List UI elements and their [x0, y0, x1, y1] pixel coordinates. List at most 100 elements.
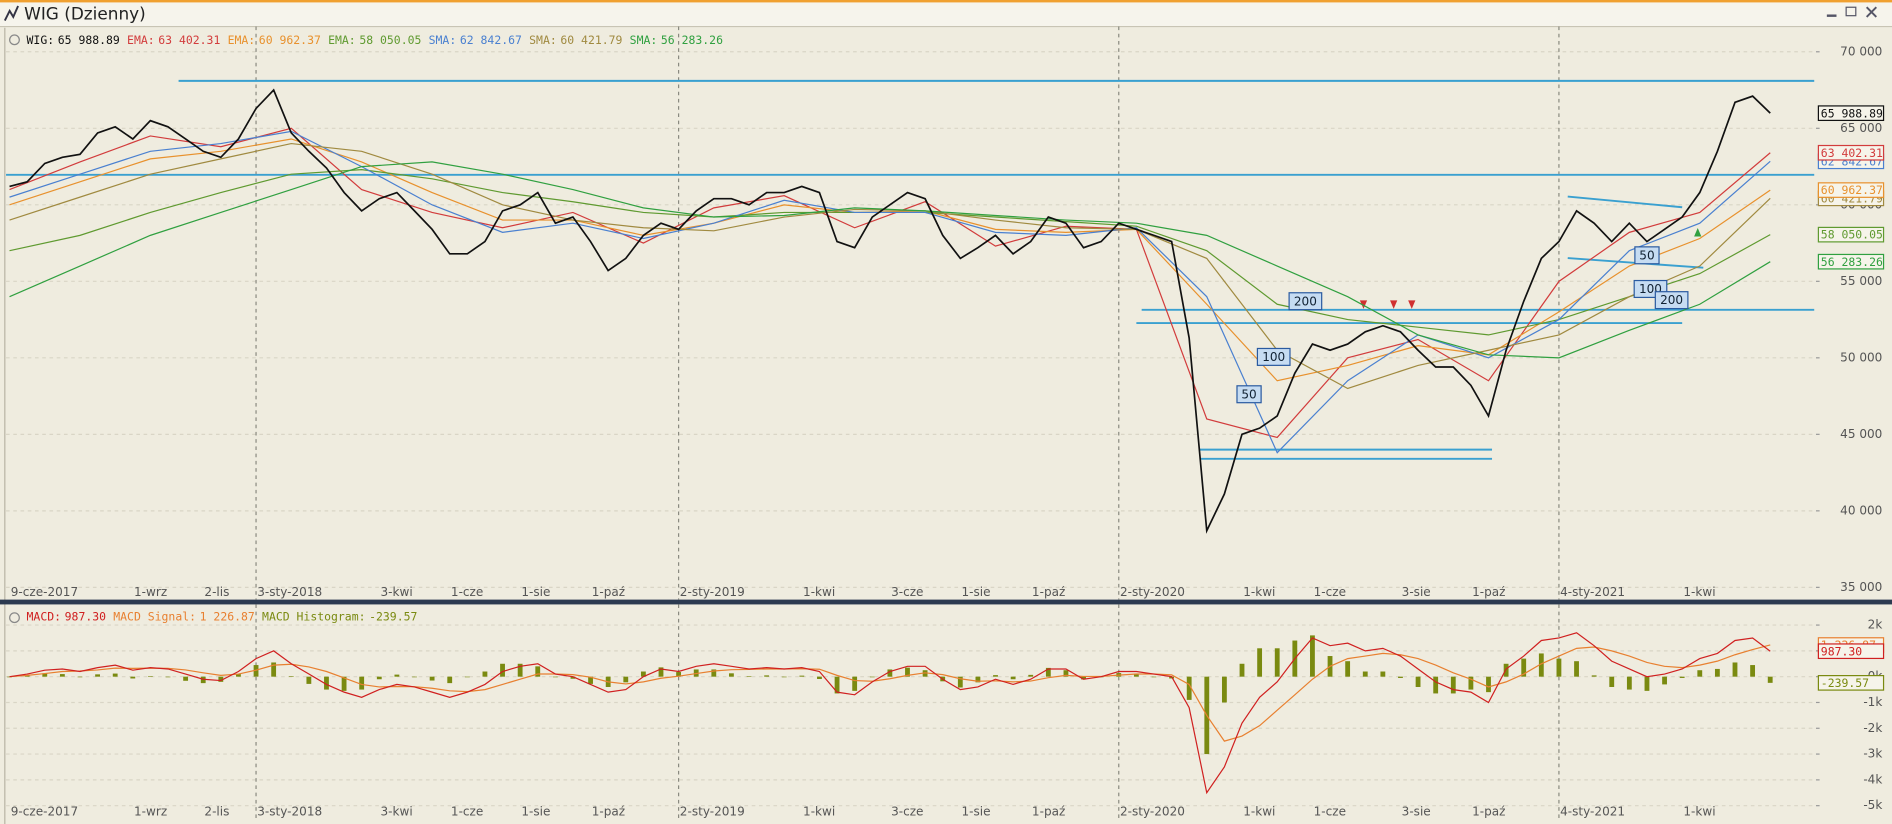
- title-accent: [0, 0, 1892, 3]
- histogram-bar: [1398, 676, 1403, 678]
- x-tick-label: 3-sie: [1402, 585, 1431, 599]
- panel: 2k1k0k-1k-2k-3k-4k-5k9-cze-20171-wrz2-li…: [6, 604, 1885, 821]
- histogram-bar: [658, 667, 664, 677]
- histogram-bar: [1133, 674, 1139, 677]
- histogram-bar: [412, 676, 417, 678]
- x-tick-label: 9-cze-2017: [11, 804, 78, 818]
- legend-value: 987.30: [65, 609, 106, 623]
- histogram-bar: [42, 673, 48, 677]
- histogram-bar: [500, 663, 505, 677]
- histogram-bar: [112, 673, 118, 677]
- legend-value: 1 226.87: [200, 609, 255, 623]
- ma-label-box: [1256, 347, 1291, 366]
- legend-value: -239.57: [369, 609, 417, 623]
- x-tick-label: 1-wrz: [134, 804, 167, 818]
- legend-name: SMA:: [529, 32, 557, 46]
- histogram-bar: [1767, 676, 1773, 683]
- x-tick-label: 1-sie: [521, 804, 550, 818]
- y-tick-label: 70 000: [1840, 44, 1882, 58]
- chart-icon: [3, 5, 19, 21]
- histogram-bar: [1468, 676, 1474, 690]
- histogram-bar: [1662, 676, 1667, 685]
- histogram-bar: [640, 671, 646, 677]
- legend-value: 60 421.79: [560, 32, 622, 46]
- last-value-label: 63 402.31: [1821, 146, 1883, 160]
- histogram-bar: [200, 676, 206, 684]
- x-tick-label: 1-paź: [592, 585, 625, 599]
- x-tick-label: 1-sie: [962, 804, 991, 818]
- histogram-bar: [1626, 676, 1632, 690]
- x-tick-label: 3-sie: [1402, 804, 1431, 818]
- histogram-bar: [852, 676, 858, 691]
- histogram-bar: [1063, 670, 1069, 677]
- histogram-bar: [1239, 663, 1245, 677]
- last-value-label: 987.30: [1821, 644, 1862, 658]
- x-tick-label: 3-sty-2018: [257, 804, 322, 818]
- legend-value: 65 988.89: [58, 32, 120, 46]
- legend-name: MACD Signal:: [113, 609, 196, 623]
- y-tick-label: 40 000: [1840, 503, 1882, 517]
- histogram-bar: [218, 676, 224, 682]
- histogram-bar: [887, 669, 893, 677]
- legend-name: WIG:: [27, 32, 55, 46]
- histogram-bar: [570, 676, 576, 679]
- x-tick-label: 1-kwi: [1243, 585, 1275, 599]
- x-tick-label: 2-lis: [204, 804, 229, 818]
- histogram-bar: [1362, 671, 1368, 677]
- histogram-bar: [781, 676, 787, 678]
- y-tick-label: 65 000: [1840, 121, 1882, 135]
- last-value-box: [1817, 253, 1885, 270]
- histogram-bar: [711, 669, 717, 677]
- legend-value: 60 962.37: [259, 32, 321, 46]
- x-tick-label: 1-cze: [451, 804, 483, 818]
- ma-label: 50: [1241, 387, 1256, 401]
- histogram-bar: [1380, 671, 1386, 677]
- histogram-bar: [588, 676, 593, 684]
- histogram-bar: [1433, 676, 1439, 694]
- close-button[interactable]: [1865, 6, 1877, 18]
- minimize-button[interactable]: [1826, 14, 1837, 17]
- y-tick-label: -2k: [1863, 721, 1882, 735]
- x-tick-label: 9-cze-2017: [11, 585, 78, 599]
- restore-button[interactable]: [1845, 6, 1857, 17]
- histogram-bar: [376, 676, 382, 680]
- window-buttons[interactable]: [1826, 6, 1877, 18]
- last-value-box: [1817, 182, 1885, 198]
- last-value-box: [1817, 643, 1885, 660]
- x-tick-label: 1-kwi: [1243, 804, 1275, 818]
- series-line: [9, 127, 1771, 439]
- ma-label: 50: [1639, 248, 1654, 262]
- histogram-bar: [482, 671, 488, 677]
- panel-separator: [0, 599, 1892, 605]
- histogram-bar: [288, 676, 294, 677]
- x-tick-label: 1-cze: [451, 585, 483, 599]
- legend-name: SMA:: [630, 32, 658, 46]
- histogram-bar: [1750, 665, 1756, 677]
- y-tick-label: -3k: [1863, 747, 1882, 761]
- legend-handle[interactable]: [9, 34, 20, 46]
- x-tick-label: 3-kwi: [380, 804, 412, 818]
- x-tick-label: 3-sty-2018: [257, 585, 322, 599]
- x-tick-label: 1-wrz: [134, 585, 167, 599]
- legend-value: 58 050.05: [359, 32, 421, 46]
- last-value-box: [1817, 105, 1885, 122]
- last-value-label: 58 050.05: [1821, 228, 1883, 242]
- x-tick-label: 2-sty-2019: [680, 585, 745, 599]
- histogram-bar: [746, 676, 752, 677]
- histogram-bar: [394, 674, 400, 677]
- ma-label-box: [1654, 291, 1689, 310]
- histogram-bar: [1274, 648, 1280, 677]
- histogram-bar: [834, 676, 840, 694]
- ma-label-box: [1288, 292, 1323, 311]
- legend-handle[interactable]: [9, 612, 20, 624]
- x-tick-label: 2-sty-2020: [1120, 585, 1185, 599]
- title-bar: [0, 0, 1892, 27]
- y-tick-label: 35 000: [1840, 580, 1882, 594]
- legend: WIG: 65 988.89 EMA: 63 402.31 EMA: 60 962.37 E…: [27, 32, 724, 46]
- histogram-bar: [1556, 658, 1562, 677]
- histogram-bar: [905, 667, 910, 677]
- histogram-bar: [1415, 676, 1421, 687]
- last-value-label: 56 283.26: [1821, 255, 1883, 269]
- histogram-bar: [306, 676, 312, 684]
- histogram-bar: [1257, 648, 1263, 677]
